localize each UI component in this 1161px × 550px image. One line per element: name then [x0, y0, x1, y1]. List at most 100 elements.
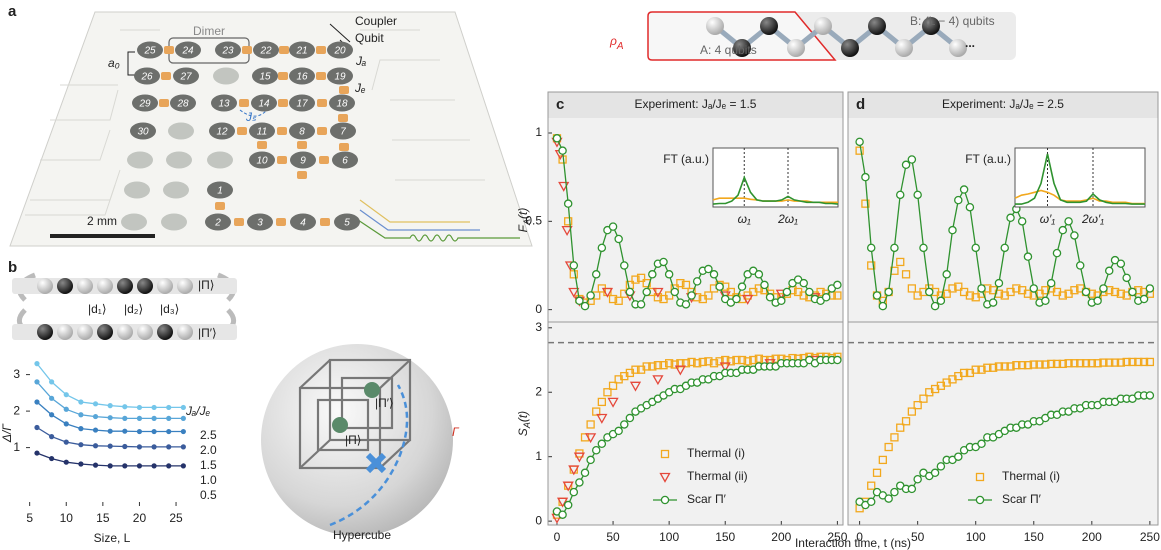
- marker: [181, 429, 186, 434]
- label-sub: A: [522, 219, 532, 226]
- marker: [955, 453, 962, 460]
- marker: [78, 412, 83, 417]
- legend-label: Thermal (ii): [687, 469, 748, 483]
- x-tick-label: ω₁: [738, 212, 751, 226]
- marker: [1042, 297, 1049, 304]
- spin: [706, 17, 724, 35]
- marker: [1146, 285, 1153, 292]
- marker: [955, 197, 962, 204]
- qubit-number: 24: [181, 46, 194, 57]
- spin: [137, 324, 153, 340]
- marker: [64, 407, 69, 412]
- qubit-number: 2: [214, 218, 221, 229]
- marker: [873, 292, 880, 299]
- x-tick-label: 25: [169, 511, 183, 525]
- x-axis-label: Size, L: [94, 531, 131, 545]
- qubit-number: 6: [342, 156, 348, 167]
- partition-diagram: ρA A: 4 qubits B: (L − 4) qubits ...: [609, 12, 1016, 60]
- ellipsis: ...: [965, 36, 975, 50]
- marker: [78, 399, 83, 404]
- marker: [137, 429, 142, 434]
- marker: [122, 404, 127, 409]
- marker: [565, 200, 572, 207]
- axis-label: Δ/Γ: [0, 423, 14, 443]
- legend-label: Thermal (i): [687, 446, 745, 460]
- marker: [856, 138, 863, 145]
- qubit: [121, 214, 147, 231]
- y-axis-label: FT (a.u.): [965, 152, 1011, 166]
- marker: [181, 444, 186, 449]
- marker: [908, 156, 915, 163]
- coupling-label: Jₛ: [245, 110, 256, 124]
- marker: [738, 283, 745, 290]
- marker: [778, 297, 785, 304]
- label-tail: (t): [516, 411, 530, 422]
- marker: [755, 271, 762, 278]
- marker: [137, 416, 142, 421]
- marker: [1106, 267, 1113, 274]
- qubit-number: 26: [140, 72, 153, 83]
- x-tick-label: 100: [659, 530, 679, 544]
- y-axis-label: FT (a.u.): [663, 152, 709, 166]
- lattice-label: a₀: [108, 56, 120, 70]
- qubit-number: 15: [259, 72, 271, 83]
- coupler: [338, 114, 348, 122]
- marker: [559, 511, 566, 518]
- legend-label: 2.5: [200, 428, 217, 442]
- coupler: [161, 72, 171, 80]
- rate-label: Γ: [452, 425, 460, 439]
- marker: [151, 444, 156, 449]
- x-tick-label: 2ω₁: [777, 212, 798, 226]
- x-tick-label: 5: [26, 511, 33, 525]
- label-sub: A: [522, 422, 532, 429]
- y-tick-label: 2: [535, 384, 542, 398]
- spin: [37, 278, 53, 294]
- marker: [49, 396, 54, 401]
- qubit: [127, 152, 153, 169]
- coupler: [319, 156, 329, 164]
- marker: [181, 463, 186, 468]
- spin: [814, 17, 832, 35]
- marker: [920, 244, 927, 251]
- label-tail: (t): [516, 208, 530, 219]
- coupler: [159, 99, 169, 107]
- x-tick-label: 0: [554, 530, 561, 544]
- marker: [834, 356, 841, 363]
- marker: [593, 271, 600, 278]
- coupler: [237, 127, 247, 135]
- marker: [34, 379, 39, 384]
- marker: [931, 303, 938, 310]
- spin: [157, 324, 173, 340]
- x-tick-label: 2ω′₁: [1081, 212, 1104, 226]
- marker: [1082, 288, 1089, 295]
- marker: [862, 174, 869, 181]
- marker: [34, 450, 39, 455]
- marker: [64, 440, 69, 445]
- x-tick-label: 200: [771, 530, 791, 544]
- spin: [37, 324, 53, 340]
- marker: [978, 285, 985, 292]
- marker: [931, 469, 938, 476]
- state-label: |d₂⟩: [124, 302, 143, 316]
- marker: [34, 361, 39, 366]
- spin: [57, 278, 73, 294]
- series-line: [37, 364, 183, 408]
- series-line: [37, 382, 183, 419]
- spin: [177, 278, 193, 294]
- state-diagram: b |Π⟩ |Π′⟩ |d₁⟩ |d₂⟩ |d₃⟩: [8, 259, 237, 340]
- marker: [64, 460, 69, 465]
- marker: [78, 426, 83, 431]
- qubit: [163, 182, 189, 199]
- panel-label: d: [856, 96, 865, 113]
- marker: [122, 416, 127, 421]
- chart-title: Experiment: Jₐ/Jₑ = 1.5: [635, 97, 757, 111]
- coupler: [317, 127, 327, 135]
- spin: [117, 324, 133, 340]
- marker: [926, 288, 933, 295]
- x-tick-label: 10: [60, 511, 74, 525]
- marker: [823, 294, 830, 301]
- y-tick-label: 1: [535, 125, 542, 139]
- marker: [1117, 260, 1124, 267]
- qubit: [213, 68, 239, 85]
- coupler: [316, 46, 326, 54]
